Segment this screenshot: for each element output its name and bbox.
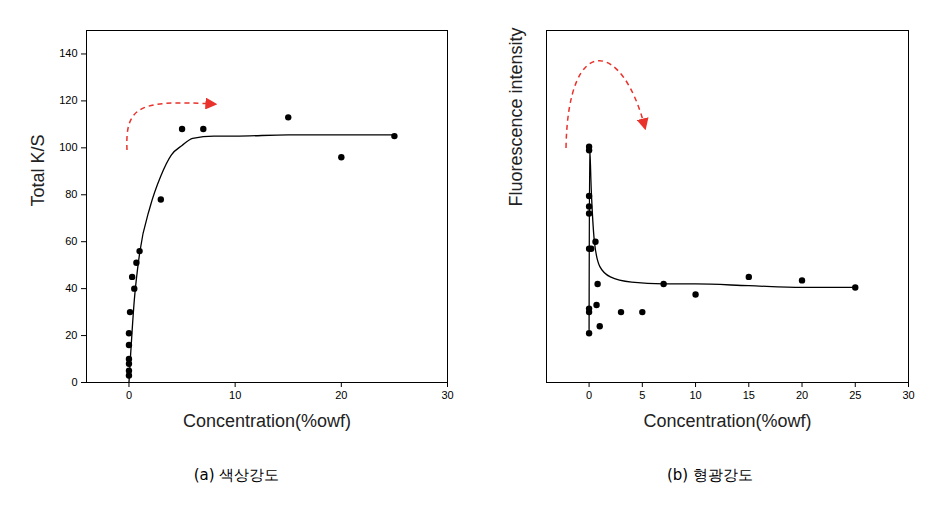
svg-text:Fluorescence intensity: Fluorescence intensity bbox=[506, 27, 526, 206]
svg-text:140: 140 bbox=[59, 47, 77, 59]
svg-text:15: 15 bbox=[743, 389, 755, 401]
svg-text:80: 80 bbox=[65, 188, 77, 200]
svg-text:120: 120 bbox=[59, 94, 77, 106]
svg-text:10: 10 bbox=[689, 389, 701, 401]
svg-text:30: 30 bbox=[902, 389, 914, 401]
svg-text:20: 20 bbox=[335, 389, 347, 401]
html-text:(a) 색상강도: (a) 색상강도 bbox=[193, 466, 280, 484]
svg-text:5: 5 bbox=[639, 389, 645, 401]
svg-text:0: 0 bbox=[586, 389, 592, 401]
svg-text:30: 30 bbox=[441, 389, 453, 401]
svg-text:20: 20 bbox=[65, 329, 77, 341]
svg-text:25: 25 bbox=[849, 389, 861, 401]
svg-text:Concentration(%owf): Concentration(%owf) bbox=[643, 411, 811, 431]
svg-text:Concentration(%owf): Concentration(%owf) bbox=[183, 411, 351, 431]
svg-text:Total K/S: Total K/S bbox=[28, 134, 48, 206]
svg-text:60: 60 bbox=[65, 235, 77, 247]
svg-text:0: 0 bbox=[126, 389, 132, 401]
html-text:(b) 형광강도: (b) 형광강도 bbox=[667, 466, 753, 484]
svg-text:10: 10 bbox=[229, 389, 241, 401]
svg-text:20: 20 bbox=[796, 389, 808, 401]
svg-text:0: 0 bbox=[71, 376, 77, 388]
svg-text:40: 40 bbox=[65, 282, 77, 294]
svg-text:100: 100 bbox=[59, 141, 77, 153]
